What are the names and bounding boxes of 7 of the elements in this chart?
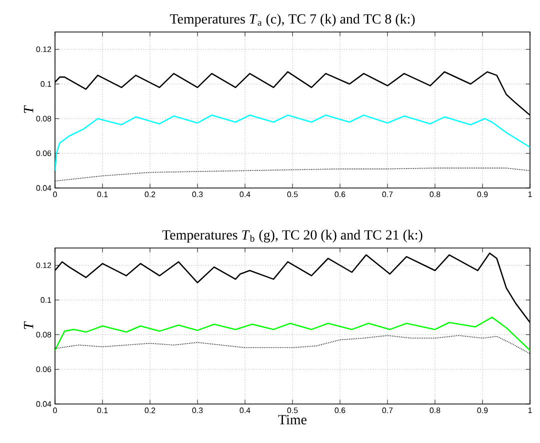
- y-axis-title: T: [24, 321, 34, 329]
- y-axis-title: T: [24, 105, 34, 113]
- x-axis-title: Time: [278, 414, 306, 424]
- line-series: [55, 316, 530, 351]
- line-series: [55, 114, 530, 172]
- chart-title: Temperatures T$_{b}$ (g), TC 20 (k) and TC 21 (k:): [162, 230, 422, 242]
- chart-title: Temperatures T$_{a}$ (c), TC 7 (k) and TC 8 (k:): [170, 14, 415, 26]
